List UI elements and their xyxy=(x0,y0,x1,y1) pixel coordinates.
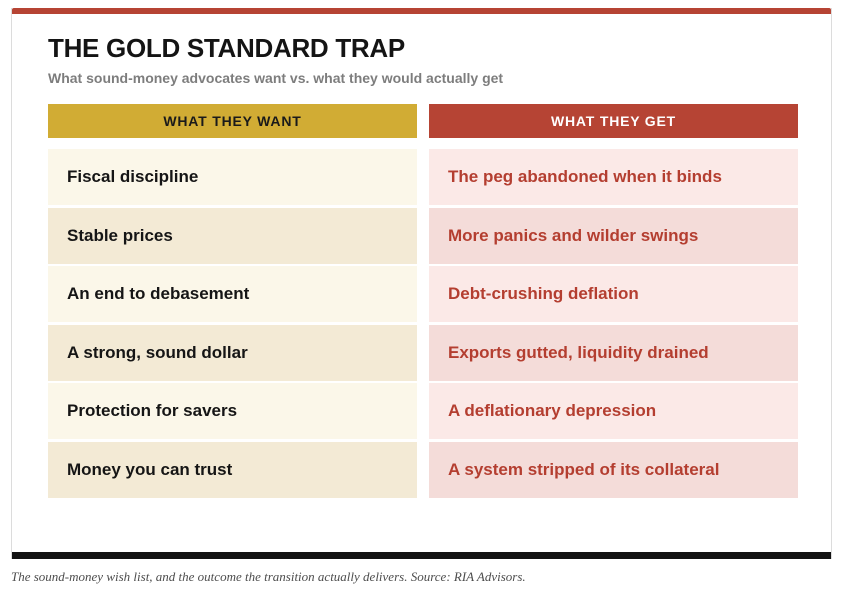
get-column: WHAT THEY GET The peg abandoned when it … xyxy=(429,104,798,501)
get-list: The peg abandoned when it binds More pan… xyxy=(429,149,798,498)
get-column-header: WHAT THEY GET xyxy=(429,104,798,138)
get-item: A system stripped of its collateral xyxy=(429,441,798,498)
want-list: Fiscal discipline Stable prices An end t… xyxy=(48,149,417,498)
want-column-header: WHAT THEY WANT xyxy=(48,104,417,138)
want-item: Money you can trust xyxy=(48,441,417,498)
want-item: Fiscal discipline xyxy=(48,149,417,205)
top-accent-bar xyxy=(12,8,831,14)
want-item: A strong, sound dollar xyxy=(48,324,417,381)
figure-caption: The sound-money wish list, and the outco… xyxy=(11,569,526,584)
get-item: Exports gutted, liquidity drained xyxy=(429,324,798,381)
get-item: Debt-crushing deflation xyxy=(429,266,798,323)
want-column: WHAT THEY WANT Fiscal discipline Stable … xyxy=(48,104,417,501)
infographic-card: THE GOLD STANDARD TRAP What sound-money … xyxy=(11,8,832,559)
want-item: Stable prices xyxy=(48,207,417,264)
infographic-subtitle: What sound-money advocates want vs. what… xyxy=(48,70,504,86)
bottom-rule xyxy=(12,552,831,559)
want-item: Protection for savers xyxy=(48,383,417,440)
get-item: More panics and wilder swings xyxy=(429,207,798,264)
infographic-title: THE GOLD STANDARD TRAP xyxy=(48,33,405,63)
get-item: A deflationary depression xyxy=(429,383,798,440)
want-item: An end to debasement xyxy=(48,266,417,323)
get-item: The peg abandoned when it binds xyxy=(429,149,798,205)
